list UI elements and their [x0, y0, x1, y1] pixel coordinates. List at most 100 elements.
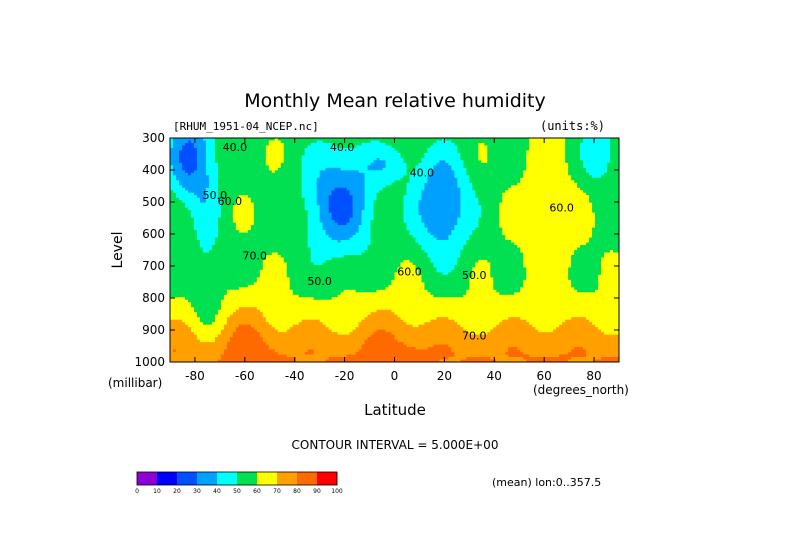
- field-cell-1180: [559, 155, 563, 159]
- field-cell-653: [328, 147, 333, 152]
- field-cell-700: [469, 147, 473, 152]
- field-cell-834: [421, 150, 426, 154]
- field-cell-563: [508, 145, 512, 149]
- field-cell-399: [466, 142, 470, 147]
- field-cell-938: [283, 152, 288, 157]
- field-cell-656: [337, 147, 342, 152]
- field-cell-245: [454, 140, 458, 144]
- field-cell-800: [319, 150, 324, 154]
- field-cell-220: [379, 140, 384, 144]
- field-cell-631: [262, 147, 267, 152]
- field-cell-523: [388, 145, 393, 149]
- field-cell-314: [211, 142, 216, 147]
- field-cell-1120: [379, 155, 384, 159]
- field-cell-262: [505, 140, 509, 144]
- field-cell-187: [280, 140, 285, 144]
- field-cell-168: [223, 140, 228, 144]
- field-cell-584: [571, 145, 575, 149]
- field-cell-190: [289, 140, 294, 144]
- field-cell-166: [217, 140, 222, 144]
- field-cell-913: [208, 152, 213, 157]
- field-cell-840: [439, 150, 443, 154]
- field-cell-1: [172, 138, 177, 142]
- field-cell-838: [433, 150, 437, 154]
- field-cell-809: [346, 150, 351, 154]
- field-cell-489: [286, 145, 291, 149]
- field-cell-196: [307, 140, 312, 144]
- field-cell-138: [583, 138, 587, 142]
- field-cell-533: [418, 145, 423, 149]
- field-cell-793: [298, 150, 303, 154]
- field-cell-188: [283, 140, 288, 144]
- field-cell-1131: [412, 155, 417, 159]
- field-cell-134: [571, 138, 575, 142]
- field-cell-953: [328, 152, 333, 157]
- field-cell-730: [559, 147, 563, 152]
- field-cell-605: [184, 147, 189, 152]
- field-cell-2: [175, 138, 180, 142]
- field-cell-1026: [547, 152, 551, 157]
- field-cell-77: [400, 138, 405, 142]
- field-cell-786: [277, 150, 282, 154]
- field-cell-935: [274, 152, 279, 157]
- field-cell-916: [217, 152, 222, 157]
- field-cell-549: [466, 145, 470, 149]
- field-cell-66: [367, 138, 372, 142]
- field-cell-1206: [187, 157, 192, 161]
- field-cell-705: [484, 147, 488, 152]
- field-cell-112: [505, 138, 509, 142]
- field-cell-96: [457, 138, 461, 142]
- field-cell-404: [481, 142, 485, 147]
- field-cell-213: [358, 140, 363, 144]
- field-cell-760: [199, 150, 204, 154]
- field-cell-67: [370, 138, 375, 142]
- field-cell-794: [301, 150, 306, 154]
- field-cell-920: [229, 152, 234, 157]
- field-cell-849: [466, 150, 470, 154]
- field-cell-470: [229, 145, 234, 149]
- field-cell-1103: [328, 155, 333, 159]
- field-cell-995: [454, 152, 458, 157]
- field-cell-248: [463, 140, 467, 144]
- field-cell-55: [334, 138, 339, 142]
- field-cell-875: [544, 150, 548, 154]
- field-cell-1001: [472, 152, 476, 157]
- field-cell-189: [286, 140, 291, 144]
- field-cell-862: [505, 150, 509, 154]
- field-cell-270: [529, 140, 533, 144]
- field-cell-292: [595, 140, 599, 144]
- field-cell-621: [232, 147, 237, 152]
- field-cell-990: [439, 152, 443, 157]
- field-cell-960: [349, 152, 354, 157]
- field-cell-968: [373, 152, 378, 157]
- field-cell-51: [322, 138, 327, 142]
- field-cell-252: [475, 140, 479, 144]
- field-cell-484: [271, 145, 276, 149]
- field-cell-841: [442, 150, 446, 154]
- field-cell-227: [400, 140, 405, 144]
- field-cell-1153: [478, 155, 482, 159]
- field-cell-625: [244, 147, 249, 152]
- field-cell-406: [487, 142, 491, 147]
- field-cell-712: [505, 147, 509, 152]
- field-cell-1033: [568, 152, 572, 157]
- field-cell-988: [433, 152, 437, 157]
- field-cell-530: [409, 145, 414, 149]
- field-cell-726: [547, 147, 551, 152]
- field-cell-537: [430, 145, 435, 149]
- field-cell-443: [598, 142, 602, 147]
- field-cell-1003: [478, 152, 482, 157]
- field-cell-596: [607, 145, 611, 149]
- field-cell-652: [325, 147, 330, 152]
- field-cell-927: [250, 152, 255, 157]
- field-cell-595: [604, 145, 608, 149]
- field-cell-682: [415, 147, 420, 152]
- field-cell-969: [376, 152, 381, 157]
- field-cell-148: [613, 138, 617, 142]
- field-cell-903: [178, 152, 183, 157]
- field-cell-693: [448, 147, 452, 152]
- field-cell-754: [181, 150, 186, 154]
- field-cell-741: [592, 147, 596, 152]
- field-cell-393: [448, 142, 452, 147]
- field-cell-1070: [229, 155, 234, 159]
